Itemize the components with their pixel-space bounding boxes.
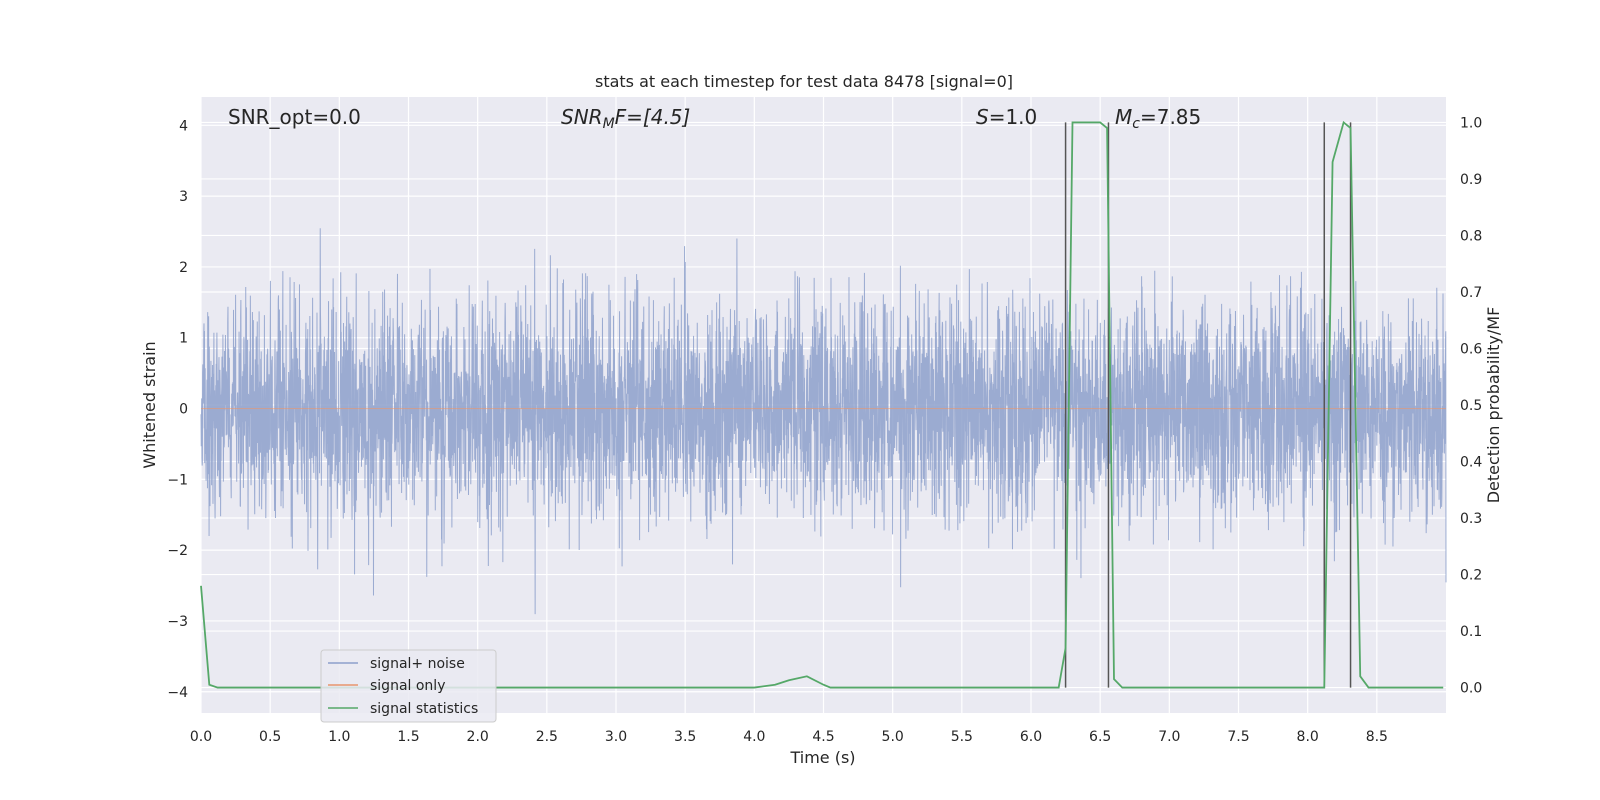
y2-axis-label: Detection probability/MF — [1484, 307, 1503, 504]
y-tick-label-1: 3 — [179, 189, 188, 205]
y2-tick-label-10: 0.0 — [1460, 681, 1482, 697]
x-tick-label-2: 1.0 — [328, 729, 350, 745]
x-tick-label-13: 6.5 — [1089, 729, 1111, 745]
y-tick-label-8: −4 — [167, 685, 188, 701]
x-tick-label-1: 0.5 — [259, 729, 281, 745]
x-tick-label-9: 4.5 — [812, 729, 834, 745]
y2-tick-label-3: 0.7 — [1460, 285, 1482, 301]
y2-tick-label-7: 0.3 — [1460, 511, 1482, 527]
y-tick-label-2: 2 — [179, 260, 188, 276]
y-tick-label-4: 0 — [179, 402, 188, 418]
y2-tick-label-5: 0.5 — [1460, 398, 1482, 414]
y-tick-label-6: −2 — [167, 543, 188, 559]
x-tick-label-14: 7.0 — [1158, 729, 1180, 745]
mc-sub: c — [1132, 116, 1140, 132]
y2-tick-label-4: 0.6 — [1460, 341, 1482, 357]
y2-tick-label-9: 0.1 — [1460, 624, 1482, 640]
x-tick-label-16: 8.0 — [1297, 729, 1319, 745]
legend: signal+ noise signal only signal statist… — [320, 649, 497, 723]
snr-mf-main: SNR — [561, 105, 603, 129]
s-rest: =1.0 — [989, 105, 1038, 129]
x-axis-label: Time (s) — [789, 748, 855, 767]
x-tick-label-4: 2.0 — [467, 729, 489, 745]
y2-tick-label-2: 0.8 — [1460, 228, 1482, 244]
x-tick-label-10: 5.0 — [882, 729, 904, 745]
x-tick-labels: 0.0 0.5 1.0 1.5 2.0 2.5 3.0 3.5 4.0 4.5 5.0 5.5 6.0 6… — [190, 729, 1388, 745]
y2-tick-label-1: 0.9 — [1460, 172, 1482, 188]
annotation-snr-mf: SNRMF=[4.5] — [561, 105, 690, 132]
y2-tick-label-6: 0.4 — [1460, 455, 1482, 471]
annotation-snr-opt: SNR_opt=0.0 — [228, 105, 361, 129]
y-tick-label-3: 1 — [179, 331, 188, 347]
grid-lines — [200, 97, 1446, 713]
mc-label: M — [1115, 105, 1132, 129]
legend-label-signal-statistics: signal statistics — [370, 701, 478, 717]
vertical-markers — [1064, 122, 1352, 688]
mc-rest: =7.85 — [1140, 105, 1201, 129]
signal-statistics-line — [200, 120, 1444, 689]
y-axis-label: Whitened strain — [140, 341, 159, 468]
x-tick-label-5: 2.5 — [536, 729, 558, 745]
y2-tick-label-8: 0.2 — [1460, 568, 1482, 584]
y-tick-label-0: 4 — [179, 118, 188, 134]
x-tick-label-0: 0.0 — [190, 729, 212, 745]
s-label: S — [976, 105, 989, 129]
y-tick-labels: 4 3 2 1 0 −1 −2 −3 −4 — [167, 118, 188, 700]
x-tick-label-17: 8.5 — [1366, 729, 1388, 745]
chart-title: stats at each timestep for test data 847… — [595, 72, 1013, 91]
series-signal-statistics — [200, 120, 1444, 689]
x-tick-label-11: 5.5 — [951, 729, 973, 745]
annotation-mc: Mc=7.85 — [1115, 105, 1201, 132]
x-tick-label-6: 3.0 — [605, 729, 627, 745]
y2-tick-label-0: 1.0 — [1460, 115, 1482, 131]
x-tick-label-3: 1.5 — [397, 729, 419, 745]
snr-mf-sub: M — [603, 116, 615, 132]
legend-box — [320, 649, 497, 723]
y-tick-label-5: −1 — [167, 472, 188, 488]
x-tick-label-7: 3.5 — [674, 729, 696, 745]
legend-label-signal-only: signal only — [370, 678, 445, 694]
y-tick-label-7: −3 — [167, 614, 188, 630]
annotation-s: S=1.0 — [976, 105, 1037, 129]
snr-mf-rest: F=[4.5] — [615, 105, 691, 129]
y2-tick-labels: 1.0 0.9 0.8 0.7 0.6 0.5 0.4 0.3 0.2 0.1 0.0 — [1460, 115, 1482, 696]
legend-label-signal-noise: signal+ noise — [370, 656, 465, 672]
signal-noise-line — [200, 228, 1447, 615]
series-signal-noise — [200, 228, 1447, 615]
x-tick-label-12: 6.0 — [1020, 729, 1042, 745]
x-tick-label-15: 7.5 — [1227, 729, 1249, 745]
x-tick-label-8: 4.0 — [743, 729, 765, 745]
